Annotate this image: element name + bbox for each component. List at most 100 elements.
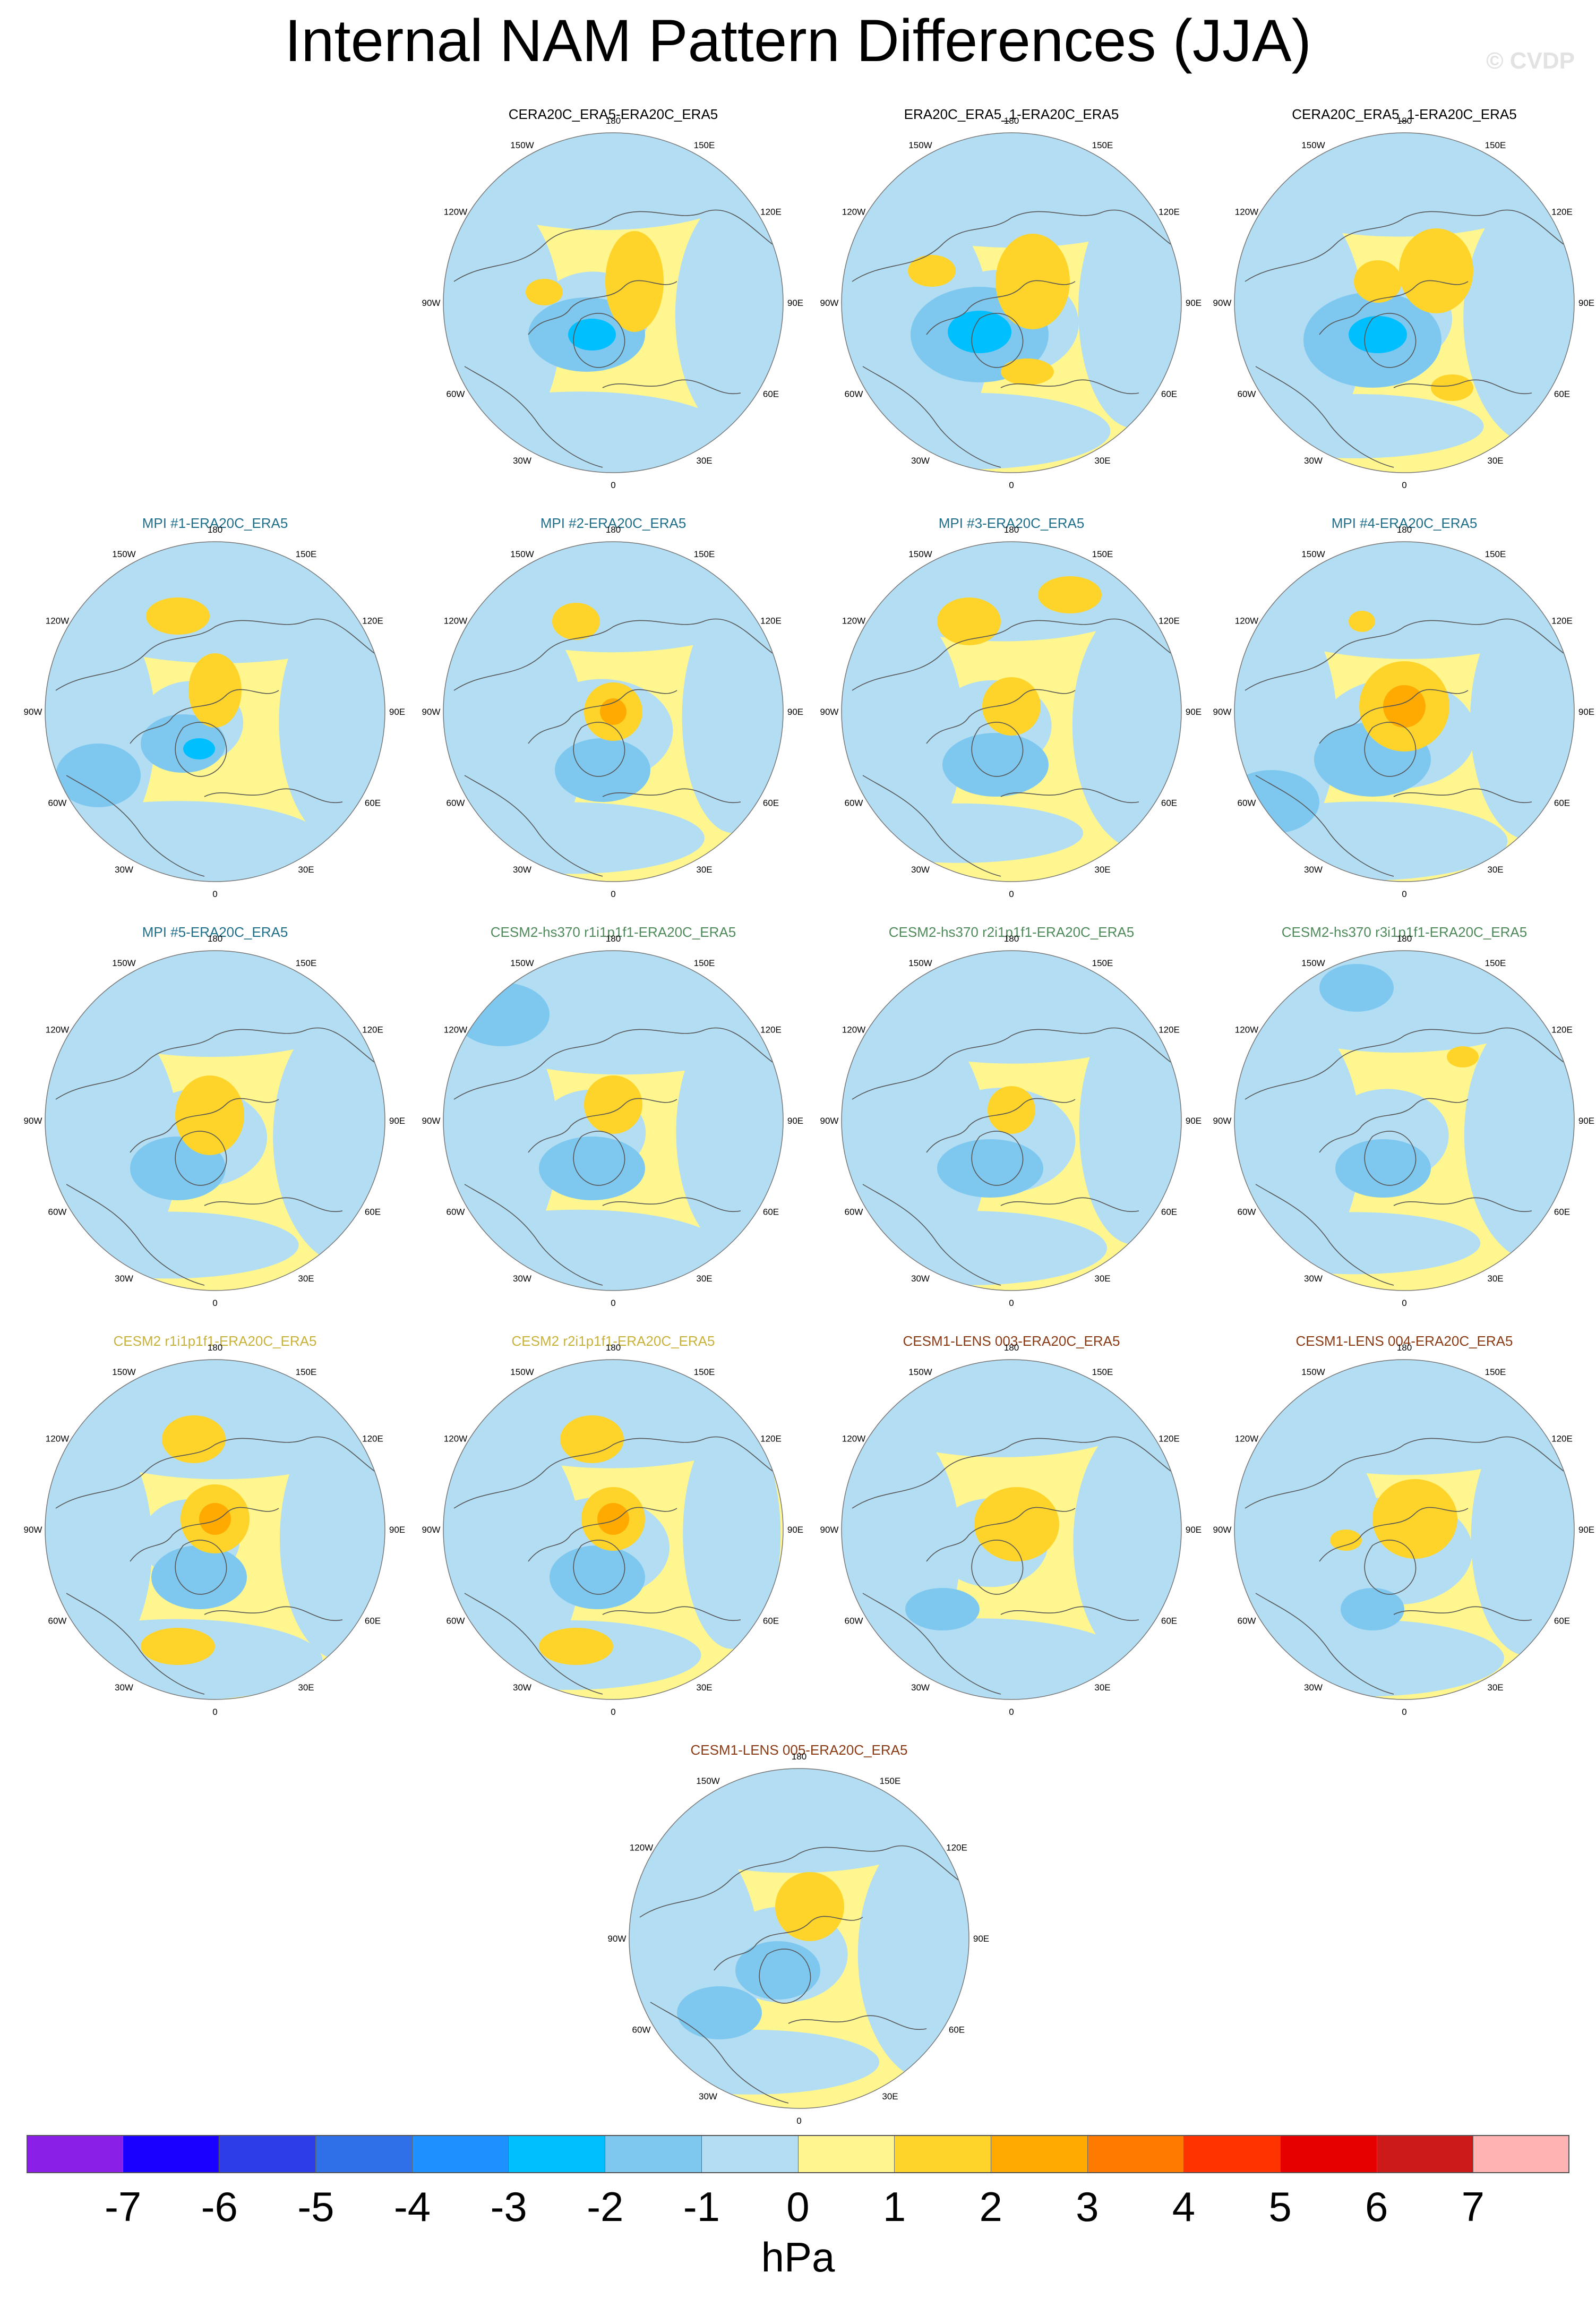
longitude-label: 90E xyxy=(389,1525,405,1535)
map-panel: MPI #5-ERA20C_ERA5 180 150E 120E 90E 60E 30E 0 3… xyxy=(16,924,414,1328)
polar-map: 180 150E 120E 90E 60E 30E 0 30W 60W 90W 120W 150W xyxy=(820,526,1202,899)
colorbar-box xyxy=(123,2135,220,2173)
polar-map: 180 150E 120E 90E 60E 30E 0 30W 60W 90W 120W 150W xyxy=(422,1344,804,1717)
longitude-label: 90W xyxy=(820,1116,839,1126)
positive-anomaly-region xyxy=(1447,1046,1479,1067)
coastline xyxy=(602,1197,741,1212)
coastline xyxy=(464,775,603,877)
longitude-label: 150W xyxy=(908,958,932,968)
panel-title: CESM1-LENS 004-ERA20C_ERA5 xyxy=(1295,1333,1513,1349)
longitude-label: 150W xyxy=(510,958,534,968)
core-anomaly xyxy=(1349,316,1407,353)
longitude-label: 120E xyxy=(1551,1025,1573,1035)
positive-anomaly-region xyxy=(175,1075,244,1155)
coastline xyxy=(1364,313,1417,368)
longitude-label: 60W xyxy=(1238,798,1256,808)
longitude-label: 30W xyxy=(1304,456,1323,466)
panel-title: MPI #3-ERA20C_ERA5 xyxy=(938,515,1085,531)
longitude-label: 90W xyxy=(820,707,839,717)
coastline xyxy=(528,1507,677,1562)
map-panel: CERA20C_ERA5_1-ERA20C_ERA5 180 150E 120E 90E… xyxy=(1205,106,1596,510)
coastline xyxy=(130,689,279,744)
positive-anomaly-region xyxy=(146,597,210,635)
longitude-label: 120W xyxy=(630,1843,653,1853)
longitude-label: 180 xyxy=(606,526,621,535)
positive-anomaly-region xyxy=(539,1628,613,1665)
negative-anomaly-region xyxy=(443,1209,728,1291)
longitude-label: 150W xyxy=(1301,1367,1325,1377)
negative-anomaly-region xyxy=(1079,1010,1181,1244)
longitude-label: 120W xyxy=(444,1025,467,1035)
map-panel: CERA20C_ERA5-ERA20C_ERA5 180 150E 120E 90E 60… xyxy=(414,106,812,510)
coastline xyxy=(852,1436,1171,1509)
coastline xyxy=(1245,618,1564,691)
coastline xyxy=(971,722,1024,777)
longitude-label: 30E xyxy=(1487,456,1503,466)
longitude-label: 60E xyxy=(763,798,779,808)
strong-negative-anomaly xyxy=(1319,964,1394,1012)
coastline xyxy=(55,1027,375,1100)
colorbar-tick-label: 6 xyxy=(1365,2183,1388,2230)
longitude-label: 60E xyxy=(365,798,381,808)
longitude-label: 60W xyxy=(1238,1207,1256,1217)
negative-anomaly-region xyxy=(1234,394,1484,458)
polar-map: 180 150E 120E 90E 60E 30E 0 30W 60W 90W 120W 150W xyxy=(1213,526,1595,899)
panel-title: CESM2-hs370 r2i1p1f1-ERA20C_ERA5 xyxy=(888,924,1135,940)
coastline xyxy=(573,1540,625,1595)
map-boundary xyxy=(841,541,1182,882)
longitude-label: 120E xyxy=(1551,207,1573,217)
coastline xyxy=(1245,1027,1564,1100)
map-boundary xyxy=(1234,541,1575,882)
longitude-label: 90E xyxy=(787,1116,803,1126)
map-panel: CESM1-LENS 005-ERA20C_ERA5 180 150E 120E 90E… xyxy=(600,1742,998,2146)
longitude-label: 60E xyxy=(1554,389,1570,399)
positive-anomaly-region xyxy=(1038,576,1102,613)
map-boundary xyxy=(443,132,784,473)
negative-anomaly-region xyxy=(629,2029,880,2095)
longitude-label: 120E xyxy=(362,1025,383,1035)
polar-map: 180 150E 120E 90E 60E 30E 0 30W 60W 90W 120W 150W xyxy=(422,526,804,899)
colorbar-box xyxy=(798,2135,895,2173)
longitude-label: 60E xyxy=(1554,798,1570,808)
coastline xyxy=(66,775,205,877)
longitude-label: 30W xyxy=(513,865,531,875)
panel-title: CESM1-LENS 003-ERA20C_ERA5 xyxy=(903,1333,1120,1349)
coastline xyxy=(175,1540,227,1595)
longitude-label: 0 xyxy=(611,889,615,899)
map-boundary xyxy=(443,950,784,1291)
negative-anomaly-region xyxy=(273,1007,385,1267)
polar-map: 180 150E 120E 90E 60E 30E 0 30W 60W 90W 120W 150W xyxy=(820,117,1202,490)
strong-negative-anomaly xyxy=(1335,1139,1431,1198)
positive-anomaly-region xyxy=(141,1628,215,1665)
longitude-label: 90E xyxy=(787,1525,803,1535)
coastline xyxy=(1319,280,1469,335)
longitude-label: 30E xyxy=(696,1682,712,1693)
longitude-label: 120E xyxy=(760,207,782,217)
longitude-label: 150W xyxy=(908,1367,932,1377)
longitude-label: 0 xyxy=(1009,889,1014,899)
longitude-label: 90W xyxy=(1213,1525,1232,1535)
map-boundary xyxy=(45,541,385,882)
negative-anomaly-region xyxy=(1072,599,1181,851)
panel-title: MPI #1-ERA20C_ERA5 xyxy=(142,515,288,531)
longitude-label: 150E xyxy=(1092,958,1113,968)
longitude-label: 90E xyxy=(1186,707,1202,717)
longitude-label: 0 xyxy=(212,1298,217,1308)
core-anomaly xyxy=(597,1503,629,1535)
longitude-label: 180 xyxy=(606,935,621,944)
positive-anomaly-region xyxy=(1399,228,1473,313)
longitude-label: 120W xyxy=(842,616,865,626)
coastline xyxy=(1393,1197,1532,1212)
polar-map: 180 150E 120E 90E 60E 30E 0 30W 60W 90W 120W 150W xyxy=(24,526,406,899)
longitude-label: 90W xyxy=(24,1116,42,1126)
longitude-label: 90E xyxy=(787,707,803,717)
longitude-label: 90E xyxy=(1186,298,1202,308)
negative-anomaly-region xyxy=(45,801,326,882)
map-panel: CESM1-LENS 004-ERA20C_ERA5 180 150E 120E 90E… xyxy=(1205,1333,1596,1737)
coastline xyxy=(1393,788,1532,804)
coastline xyxy=(926,280,1076,335)
negative-anomaly-region xyxy=(1073,1417,1181,1667)
negative-anomaly-region xyxy=(1463,190,1574,446)
coastline xyxy=(1319,689,1469,744)
coastline xyxy=(1255,366,1394,468)
